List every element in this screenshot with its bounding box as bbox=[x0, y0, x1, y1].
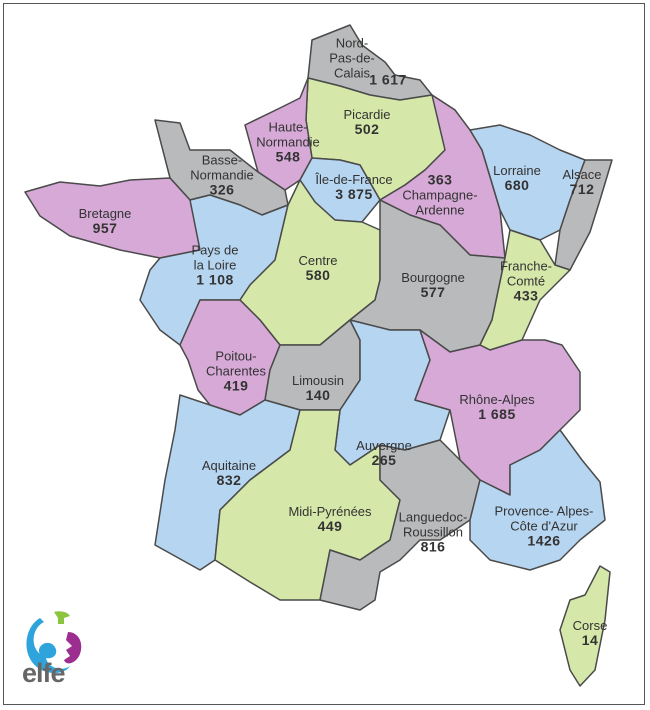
logo-purple-figure bbox=[64, 632, 82, 664]
region-label-champagne-ardenne: 363 Champagne- Ardenne bbox=[402, 171, 478, 218]
region-label-haute-normandie: Haute- Normandie 548 bbox=[256, 120, 320, 165]
region-name: Alsace bbox=[562, 167, 602, 182]
region-name: Bretagne bbox=[78, 206, 132, 221]
region-name: Provence- Alpes- Côte d'Azur bbox=[494, 503, 594, 534]
region-label-auvergne: Auvergne 265 bbox=[356, 438, 412, 468]
region-name: Franche- Comté bbox=[499, 258, 553, 289]
region-name: Corse bbox=[572, 618, 608, 633]
region-label-centre: Centre 580 bbox=[298, 253, 337, 283]
region-label-nord-pas-de-calais: Nord- Pas-de- Calais bbox=[329, 36, 375, 81]
region-value: 1 685 bbox=[478, 406, 516, 422]
region-name: Auvergne bbox=[356, 438, 412, 453]
region-value: 1 108 bbox=[196, 271, 234, 288]
region-label-ile-de-france: Île-de-France 3 875 bbox=[315, 172, 392, 202]
region-label-pays-de-la-loire: Pays de la Loire 1 108 bbox=[192, 243, 239, 288]
region-value: 1 617 bbox=[369, 71, 407, 88]
region-value: 265 bbox=[371, 452, 397, 468]
region-value: 548 bbox=[275, 148, 301, 165]
region-name: Nord- Pas-de- Calais bbox=[329, 35, 375, 81]
region-label-bretagne: Bretagne 957 bbox=[79, 206, 132, 236]
frame-border bbox=[3, 3, 645, 705]
region-label-poitou-charentes: Poitou- Charentes 419 bbox=[206, 349, 266, 394]
region-value: 140 bbox=[305, 387, 331, 403]
region-label-paca: Provence- Alpes- Côte d'Azur 1426 bbox=[495, 504, 594, 549]
region-value: 577 bbox=[420, 284, 446, 300]
region-name: Aquitaine bbox=[201, 458, 257, 473]
region-value: 502 bbox=[354, 121, 380, 137]
logo-text: elfe bbox=[22, 658, 66, 688]
region-value: 433 bbox=[513, 287, 539, 304]
region-name: Bourgogne bbox=[401, 270, 465, 285]
region-franche-comté bbox=[479, 229, 571, 351]
region-provence-alpes-côte-d-azur bbox=[469, 429, 606, 571]
region-name: Limousin bbox=[291, 373, 345, 388]
region-value: 14 bbox=[581, 632, 599, 648]
region-name: Midi-Pyrénées bbox=[288, 504, 372, 519]
region-value-nord-pas-de-calais: 1 617 bbox=[369, 71, 407, 88]
region-value: 326 bbox=[209, 181, 235, 198]
elfe-logo bbox=[26, 611, 82, 674]
region-value: 449 bbox=[317, 518, 343, 534]
region-value: 580 bbox=[305, 267, 331, 283]
region-value: 816 bbox=[420, 538, 446, 555]
region-value: 712 bbox=[569, 181, 595, 197]
region-label-aquitaine: Aquitaine 832 bbox=[202, 458, 256, 488]
region-value: 832 bbox=[216, 472, 242, 488]
region-name: Île-de-France bbox=[315, 172, 393, 187]
logo-blue-figure bbox=[26, 618, 70, 674]
region-label-rhone-alpes: Rhône-Alpes 1 685 bbox=[459, 392, 534, 422]
region-label-languedoc-roussillon: Languedoc- Roussillon 816 bbox=[399, 510, 468, 555]
region-value: 419 bbox=[223, 377, 249, 394]
region-label-lorraine: Lorraine 680 bbox=[493, 163, 541, 193]
region-name: Centre bbox=[298, 253, 338, 268]
region-label-limousin: Limousin 140 bbox=[292, 373, 344, 403]
region-name: Poitou- Charentes bbox=[206, 348, 266, 379]
region-label-corse: Corse 14 bbox=[573, 618, 608, 648]
region-label-bourgogne: Bourgogne 577 bbox=[401, 270, 465, 300]
region-name: Pays de la Loire bbox=[191, 242, 239, 273]
region-value: 3 875 bbox=[335, 186, 373, 202]
region-value: 957 bbox=[92, 220, 118, 236]
region-name: Lorraine bbox=[493, 163, 541, 178]
region-label-picardie: Picardie 502 bbox=[344, 107, 391, 137]
region-name: Picardie bbox=[343, 107, 391, 122]
region-label-basse-normandie: Basse- Normandie 326 bbox=[190, 153, 254, 198]
region-name: Languedoc- Roussillon bbox=[398, 509, 468, 540]
region-value: 363 bbox=[427, 171, 453, 188]
region-name: Basse- Normandie bbox=[190, 152, 254, 183]
region-corse bbox=[559, 565, 611, 687]
region-label-franche-comte: Franche- Comté 433 bbox=[500, 259, 552, 304]
region-name: Rhône-Alpes bbox=[459, 392, 535, 407]
region-value: 680 bbox=[504, 177, 530, 193]
region-label-midi-pyrenees: Midi-Pyrénées 449 bbox=[288, 504, 371, 534]
logo-green-figure bbox=[54, 611, 70, 624]
region-label-alsace: Alsace 712 bbox=[562, 167, 601, 197]
region-languedoc-roussillon bbox=[319, 439, 481, 611]
region-name: Haute- Normandie bbox=[256, 119, 320, 150]
region-value: 1426 bbox=[527, 532, 561, 549]
region-name: Champagne- Ardenne bbox=[402, 187, 478, 218]
